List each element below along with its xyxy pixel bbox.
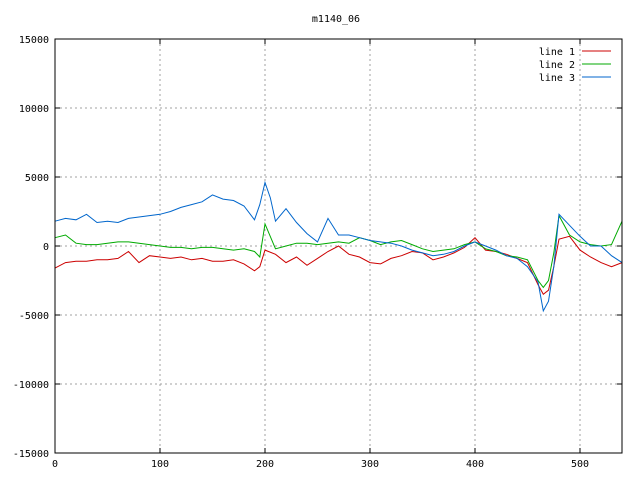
- axis-ticks: -15000 -10000 -5000 0 5000 10000 15000 0 100 200 3…: [13, 35, 622, 470]
- legend-label: line 3: [539, 73, 575, 84]
- y-tick-label: 15000: [19, 35, 49, 46]
- y-tick-label: 0: [43, 242, 49, 253]
- x-tick-label: 100: [151, 459, 169, 470]
- series-line-3: [54, 180, 623, 313]
- x-tick-label: 0: [52, 459, 58, 470]
- series-line-2: [54, 214, 623, 289]
- x-tick-label: 300: [361, 459, 379, 470]
- x-tick-label: 400: [466, 459, 484, 470]
- legend-label: line 2: [539, 60, 575, 71]
- series-line-1: [54, 235, 623, 296]
- y-tick-label: -10000: [13, 380, 49, 391]
- x-tick-label: 500: [571, 459, 589, 470]
- plot-frame: [54, 38, 623, 454]
- y-tick-label: -15000: [13, 449, 49, 460]
- x-tick-label: 200: [256, 459, 274, 470]
- series-lines: [54, 180, 623, 313]
- y-tick-label: 10000: [19, 104, 49, 115]
- chart-title: m1140_06: [312, 14, 360, 25]
- y-tick-label: 5000: [25, 173, 49, 184]
- legend: line 1 line 2 line 3: [539, 47, 611, 84]
- legend-label: line 1: [539, 47, 575, 58]
- y-tick-label: -5000: [19, 311, 49, 322]
